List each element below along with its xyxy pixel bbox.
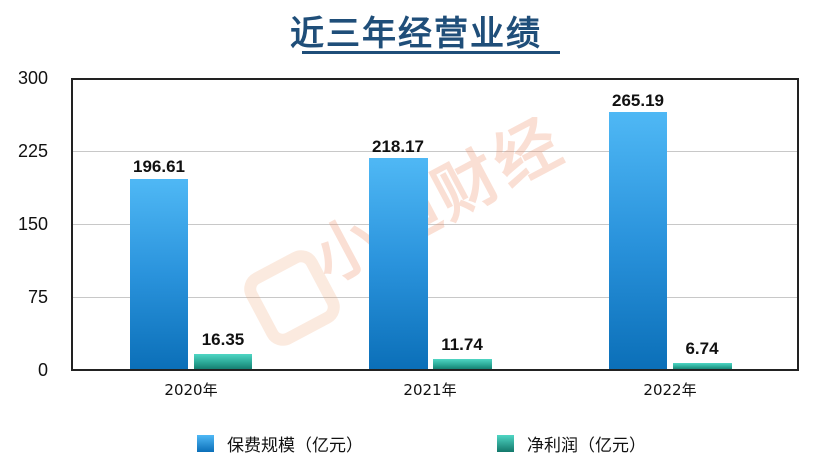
value-label-profit-2022: 6.74: [685, 339, 719, 358]
y-tick-225: 225: [17, 141, 48, 161]
value-label-premium-2022: 265.19: [612, 91, 664, 110]
gridline-225: [73, 151, 797, 152]
legend-item-premium: 保费规模（亿元）: [197, 431, 363, 456]
x-label-2022: 2022年: [643, 381, 697, 399]
value-label-premium-2020: 196.61: [133, 157, 185, 176]
bar-profit-2021: [433, 359, 492, 370]
x-label-2020: 2020年: [164, 381, 218, 399]
bar-profit-2020: [194, 354, 252, 370]
bar-premium-2021: [369, 158, 428, 370]
value-label-premium-2021: 218.17: [372, 137, 424, 156]
x-axis-baseline: [71, 369, 799, 371]
chart-title: 近三年经营业绩: [290, 14, 542, 54]
title-underline: [302, 51, 560, 54]
y-tick-150: 150: [17, 214, 48, 234]
bar-profit-2022: [673, 363, 732, 370]
value-label-profit-2021: 11.74: [441, 335, 483, 354]
x-label-2021: 2021年: [403, 381, 457, 399]
y-tick-75: 75: [27, 287, 48, 307]
y-tick-300: 300: [17, 68, 48, 88]
value-label-profit-2020: 16.35: [201, 330, 245, 349]
y-tick-0: 0: [37, 360, 48, 380]
gridline-75: [73, 297, 797, 298]
legend-swatch-blue-icon: [197, 435, 214, 452]
legend-item-profit: 净利润（亿元）: [497, 431, 646, 456]
gridline-150: [73, 224, 797, 225]
legend-label-premium: 保费规模（亿元）: [227, 436, 363, 456]
legend-label-profit: 净利润（亿元）: [527, 436, 646, 456]
bar-premium-2020: [130, 179, 188, 370]
plot-area: [71, 78, 799, 370]
legend-swatch-green-icon: [497, 435, 514, 452]
bar-premium-2022: [609, 112, 667, 370]
